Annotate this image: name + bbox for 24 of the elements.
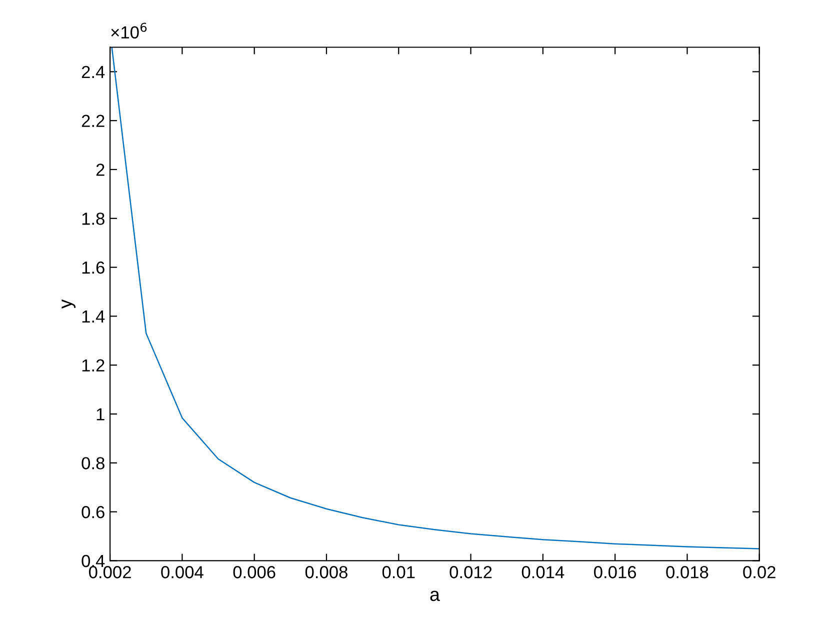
x-tick-label: 0.018	[666, 566, 708, 578]
y-tick-label: 1.8	[82, 212, 104, 225]
text: ×10$^{6}$	[111, 22, 147, 39]
y-tick-label: 1.6	[82, 261, 104, 274]
y-tick-label: 0.8	[82, 457, 104, 470]
x-tick-label: 0.012	[450, 566, 492, 578]
y-tick-label: 0.4	[82, 554, 105, 568]
x-axis-title: a	[430, 590, 440, 602]
y-axis-title: y	[62, 299, 76, 309]
y-tick-label: 2	[96, 164, 104, 176]
x-tick-label: 0.002	[89, 566, 131, 578]
x-tick-label: 0.02	[743, 566, 776, 578]
x-tick-label: 0.016	[594, 566, 636, 578]
x-tick-label: 0.01	[382, 566, 415, 578]
x-tick-label: 0.004	[161, 566, 204, 578]
x-tick-label: 0.014	[522, 566, 564, 578]
x-tick-label: 0.006	[233, 566, 276, 578]
y-tick-label: 2.4	[82, 66, 105, 78]
y-tick-label: 1	[96, 408, 104, 420]
y-tick-label: 0.6	[82, 506, 104, 518]
x-tick-label: 0.008	[305, 566, 348, 578]
y-tick-label: 1.2	[82, 359, 104, 372]
y-tick-label: 2.2	[82, 114, 104, 127]
y-tick-label: 1.4	[82, 310, 105, 322]
